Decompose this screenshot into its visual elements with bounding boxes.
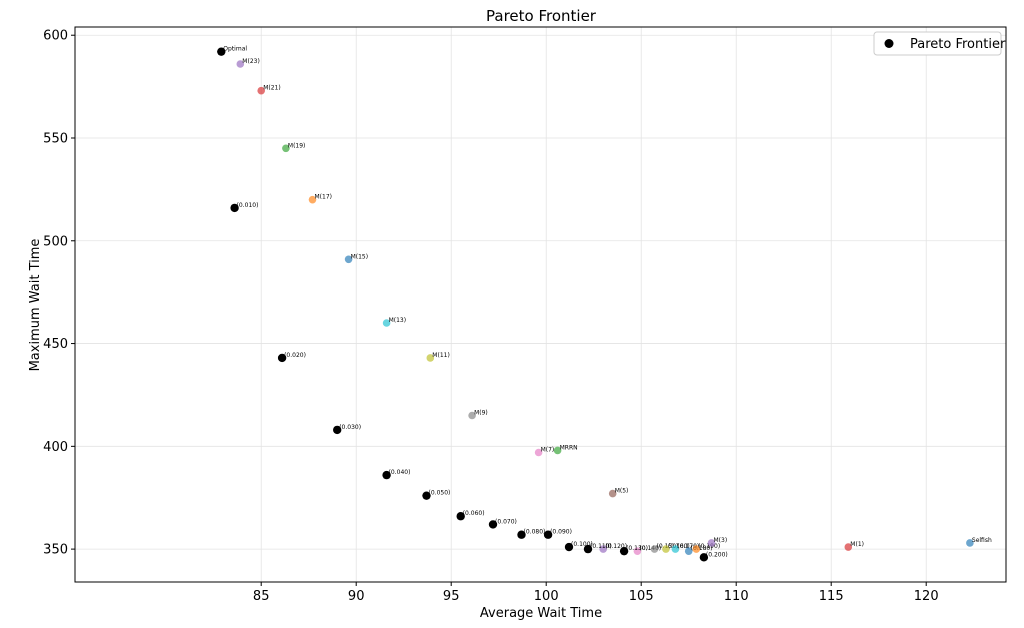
data-point (844, 543, 853, 551)
data-point (217, 47, 226, 56)
x-tick-label: 95 (443, 589, 460, 604)
data-point (619, 546, 629, 556)
plot-frame (74, 26, 1007, 583)
x-tick-label: 90 (348, 589, 365, 604)
data-point (684, 547, 693, 555)
chart-title: Pareto Frontier (486, 7, 597, 25)
data-point-label: M(13) (389, 317, 407, 324)
x-tick-label: 85 (253, 589, 270, 604)
legend-label: Pareto Frontier (910, 37, 1006, 52)
data-point-label: M(19) (288, 142, 306, 149)
data-point (699, 553, 709, 562)
data-point (422, 491, 431, 500)
data-point (966, 539, 974, 547)
data-point (468, 411, 476, 420)
data-point (671, 545, 680, 553)
data-point (564, 542, 574, 552)
data-point (382, 319, 391, 327)
data-point (488, 520, 498, 529)
y-axis-label: Maximum Wait Time (28, 239, 43, 372)
data-point (662, 545, 670, 553)
x-axis-label: Average Wait Time (480, 606, 602, 621)
data-point-label: MRRN (560, 444, 578, 451)
data-point (543, 530, 553, 539)
data-point-label: M(23) (242, 58, 259, 65)
data-point-label: M(11) (432, 352, 450, 359)
data-point-label: (0.020) (284, 352, 306, 359)
data-point (707, 539, 716, 547)
data-point-label: Selfish (972, 537, 992, 544)
data-point (692, 545, 701, 553)
data-point-label: (0.080) (524, 529, 546, 536)
data-point-label: (0.030) (339, 424, 361, 431)
data-point-label: (0.140) (639, 545, 661, 552)
y-tick-label: 450 (43, 337, 68, 352)
data-point-label: (0.010) (237, 202, 259, 209)
data-point-label: Optimal (223, 46, 247, 53)
x-tick-label: 115 (819, 589, 844, 604)
data-point (308, 195, 317, 204)
data-point (282, 144, 290, 153)
data-point (583, 544, 593, 554)
data-points: (0.120)(0.140)(0.150)(0.160)(0.170)(0.18… (217, 46, 992, 562)
y-tick-label: 500 (43, 234, 68, 249)
data-point (382, 470, 391, 480)
legend-box (873, 31, 1002, 56)
data-point (608, 489, 617, 498)
y-tick-label: 400 (43, 440, 68, 455)
data-point (426, 354, 435, 362)
data-point-label: (0.120) (605, 543, 627, 550)
data-point-label: (0.110) (590, 543, 612, 550)
data-point-label: (0.180) (691, 545, 713, 552)
data-point-label: (0.170) (677, 543, 699, 550)
data-point (344, 255, 353, 264)
data-point (333, 425, 342, 435)
data-point-label: (0.040) (389, 469, 411, 476)
data-point (599, 545, 607, 553)
data-point-label: (0.190) (698, 543, 720, 550)
data-point-label: (0.060) (463, 510, 485, 517)
data-point (650, 545, 659, 553)
data-point (277, 353, 287, 363)
data-point-label: M(21) (263, 85, 281, 92)
data-point-label: M(15) (351, 253, 369, 260)
x-tick-label: 110 (724, 589, 749, 604)
axis-ticks: 85 90 95 100 105 110 115 120 350 400 450 500 550 600 (43, 29, 938, 604)
y-tick-label: 550 (43, 132, 68, 147)
data-point-label: M(7) (541, 447, 555, 454)
data-point (633, 547, 642, 555)
data-point-label: (0.130) (626, 545, 648, 552)
data-point (236, 60, 245, 68)
data-point-label: (0.050) (429, 490, 451, 497)
data-point (230, 203, 239, 213)
data-point-label: M(5) (615, 488, 629, 495)
y-tick-label: 350 (43, 543, 68, 558)
data-point-label: (0.070) (495, 518, 517, 525)
data-point-label: M(1) (850, 541, 864, 548)
data-point (553, 446, 562, 455)
data-point-label: (0.160) (668, 543, 690, 550)
data-point (456, 512, 465, 521)
x-tick-label: 100 (534, 589, 559, 604)
data-point (534, 448, 543, 457)
data-point-label: M(9) (474, 410, 488, 417)
data-point-label: M(3) (714, 537, 728, 544)
legend-marker (884, 39, 894, 48)
x-tick-label: 105 (629, 589, 654, 604)
data-point-label: M(17) (315, 194, 333, 201)
legend: Pareto Frontier (873, 31, 1006, 56)
data-point (517, 530, 526, 539)
data-point-label: (0.090) (550, 529, 572, 536)
data-point-label: (0.100) (571, 541, 593, 548)
data-point-label: (0.200) (706, 551, 728, 558)
grid-lines (75, 27, 1006, 582)
data-point (257, 86, 266, 95)
x-tick-label: 120 (914, 589, 939, 604)
y-tick-label: 600 (43, 29, 68, 44)
